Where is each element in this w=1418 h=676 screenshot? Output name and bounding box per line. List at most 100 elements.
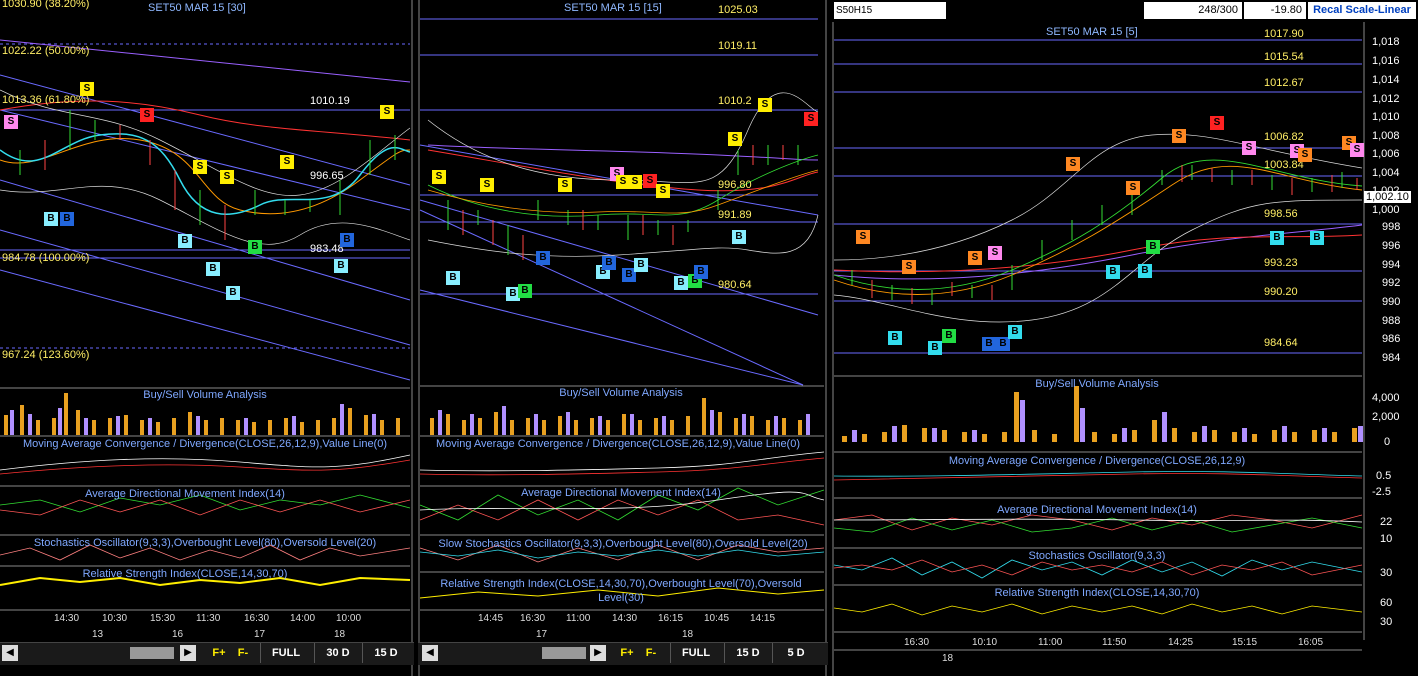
y-axis-tick: 984 — [1382, 352, 1401, 364]
sell-marker[interactable]: S — [1298, 148, 1312, 162]
time-tick: 11:30 — [196, 613, 221, 624]
buy-marker[interactable]: B — [1310, 231, 1324, 245]
buy-marker[interactable]: B — [602, 256, 616, 270]
sell-marker[interactable]: S — [656, 184, 670, 198]
sell-marker[interactable]: S — [220, 170, 234, 184]
scroll-right-button[interactable]: ▶ — [590, 645, 606, 661]
time-tick: 16:15 — [658, 613, 684, 624]
chart-panel-5[interactable]: S50H15▼ 248/300 -19.80 Recal Scale-Linea… — [832, 0, 1418, 676]
buy-marker[interactable]: B — [518, 284, 532, 298]
price-label: 998.56 — [1264, 208, 1298, 220]
date-tick: 18 — [682, 629, 694, 640]
scroll-left-button[interactable]: ◀ — [422, 645, 438, 661]
sell-marker[interactable]: S — [902, 260, 916, 274]
date-tick: 16 — [172, 629, 184, 640]
buy-marker[interactable]: B — [178, 234, 192, 248]
chart-canvas-5[interactable] — [832, 0, 1418, 676]
buy-marker[interactable]: B — [732, 230, 746, 244]
range-button-15d[interactable]: 15 D — [362, 643, 409, 663]
adx-axis-tick: 22 — [1380, 516, 1393, 528]
sell-marker[interactable]: S — [968, 251, 982, 265]
buy-marker[interactable]: B — [982, 337, 996, 351]
buy-marker[interactable]: B — [206, 262, 220, 276]
full-button[interactable]: FULL — [260, 643, 311, 663]
buy-marker[interactable]: B — [1138, 264, 1152, 278]
full-button[interactable]: FULL — [670, 643, 721, 663]
sell-marker[interactable]: S — [1210, 116, 1224, 130]
buy-marker[interactable]: B — [1146, 240, 1160, 254]
buy-marker[interactable]: B — [942, 329, 956, 343]
range-button-30d[interactable]: 30 D — [314, 643, 361, 663]
buy-marker[interactable]: B — [248, 240, 262, 254]
chart-canvas-15[interactable] — [418, 0, 828, 676]
time-tick: 14:30 — [54, 613, 80, 624]
buy-marker[interactable]: B — [634, 258, 648, 272]
time-tick: 16:05 — [1298, 637, 1324, 648]
sell-marker[interactable]: S — [480, 178, 494, 192]
buy-marker[interactable]: B — [622, 268, 636, 282]
date-tick: 18 — [334, 629, 346, 640]
chart-canvas-30[interactable] — [0, 0, 414, 676]
sell-marker[interactable]: S — [856, 230, 870, 244]
buy-marker[interactable]: B — [506, 287, 520, 301]
scroll-right-button[interactable]: ▶ — [180, 645, 196, 661]
buy-marker[interactable]: B — [536, 251, 550, 265]
sell-marker[interactable]: S — [616, 175, 630, 189]
sell-marker[interactable]: S — [193, 160, 207, 174]
buy-marker[interactable]: B — [60, 212, 74, 226]
buy-marker[interactable]: B — [226, 286, 240, 300]
sell-marker[interactable]: S — [432, 170, 446, 184]
buy-marker[interactable]: B — [694, 265, 708, 279]
sell-marker[interactable]: S — [1172, 129, 1186, 143]
buy-marker[interactable]: B — [1270, 231, 1284, 245]
buy-marker[interactable]: B — [1008, 325, 1022, 339]
buy-marker[interactable]: B — [334, 259, 348, 273]
buy-marker[interactable]: B — [928, 341, 942, 355]
chart-panel-30[interactable]: SET50 MAR 15 [30] 1030.90 (38.20%) 1022.… — [0, 0, 414, 676]
zoom-in-button[interactable]: F+ — [620, 647, 634, 659]
zoom-out-button[interactable]: F- — [645, 647, 657, 659]
sell-marker[interactable]: S — [628, 175, 642, 189]
buy-marker[interactable]: B — [446, 271, 460, 285]
fib-label: 1022.22 (50.00%) — [2, 45, 90, 57]
buy-marker[interactable]: B — [340, 233, 354, 247]
scroll-left-button[interactable]: ◀ — [2, 645, 18, 661]
scrollbar-thumb[interactable] — [542, 647, 586, 659]
sell-marker[interactable]: S — [988, 246, 1002, 260]
buy-marker[interactable]: B — [996, 337, 1010, 351]
indicator-macd: Moving Average Convergence / Divergence(… — [435, 438, 801, 450]
buy-marker[interactable]: B — [888, 331, 902, 345]
sell-marker[interactable]: S — [1126, 181, 1140, 195]
sell-marker[interactable]: S — [804, 112, 818, 126]
sell-marker[interactable]: S — [80, 82, 94, 96]
sell-marker[interactable]: S — [643, 174, 657, 188]
buy-marker[interactable]: B — [44, 212, 58, 226]
sell-marker[interactable]: S — [380, 105, 394, 119]
sell-marker[interactable]: S — [140, 108, 154, 122]
zoom-in-button[interactable]: F+ — [212, 647, 226, 659]
time-tick: 10:10 — [972, 637, 998, 648]
buy-marker[interactable]: B — [1106, 265, 1120, 279]
y-axis-tick: 1,008 — [1372, 130, 1400, 142]
scrollbar-thumb[interactable] — [130, 647, 174, 659]
recal-scale-button[interactable]: Recal Scale-Linear — [1308, 2, 1416, 19]
bottom-toolbar-15: ◀ ▶ F+ F- FULL 15 D 5 D — [418, 642, 828, 665]
sell-marker[interactable]: S — [758, 98, 772, 112]
price-label: 984.64 — [1264, 337, 1298, 349]
sell-marker[interactable]: S — [280, 155, 294, 169]
buy-marker[interactable]: B — [674, 276, 688, 290]
range-button-15d[interactable]: 15 D — [724, 643, 771, 663]
indicator-rsi: Relative Strength Index(CLOSE,14,30,70) — [82, 568, 288, 580]
chart-panel-15[interactable]: SET50 MAR 15 [15] 1025.03 1019.11 1010.2… — [418, 0, 828, 676]
sell-marker[interactable]: S — [728, 132, 742, 146]
zoom-out-button[interactable]: F- — [237, 647, 249, 659]
sell-marker[interactable]: S — [558, 178, 572, 192]
sell-marker[interactable]: S — [1242, 141, 1256, 155]
sell-marker[interactable]: S — [1350, 143, 1364, 157]
sell-marker[interactable]: S — [4, 115, 18, 129]
date-tick: 13 — [92, 629, 104, 640]
range-button-5d[interactable]: 5 D — [772, 643, 819, 663]
rsi-axis-tick: 30 — [1380, 616, 1393, 628]
adx-axis-tick: 10 — [1380, 533, 1393, 545]
sell-marker[interactable]: S — [1066, 157, 1080, 171]
